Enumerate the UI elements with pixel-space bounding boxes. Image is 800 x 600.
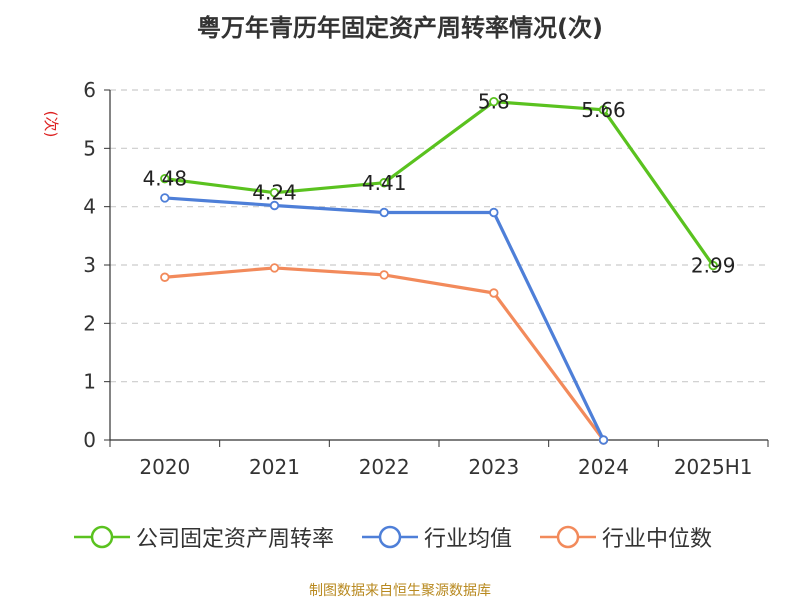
x-tick-label: 2023 [468, 455, 519, 479]
data-label: 5.8 [478, 90, 510, 114]
y-tick-label: 1 [83, 370, 96, 394]
data-point [269, 187, 280, 198]
y-tick-label: 5 [83, 136, 96, 160]
data-point [708, 260, 718, 271]
legend-line-marker-icon [74, 525, 130, 549]
data-point [598, 435, 609, 445]
data-point [379, 207, 389, 218]
legend-label-company: 公司固定资产周转率 [136, 527, 335, 552]
legend: 公司固定资产周转率 行业均值 行业中位数 [74, 520, 740, 554]
series-line [164, 266, 605, 441]
data-point [269, 263, 280, 273]
x-tick-label: 2025H1 [674, 455, 753, 479]
data-label: 2.99 [691, 254, 736, 278]
grid-layer [110, 89, 768, 383]
y-tick-label: 3 [83, 253, 96, 277]
data-point [598, 105, 609, 115]
data-point [379, 178, 389, 188]
data-point [160, 272, 170, 282]
data-point [269, 200, 280, 211]
legend-label-industry-median: 行业中位数 [602, 527, 713, 552]
y-axis-label: (次) [42, 111, 60, 138]
data-point [379, 270, 389, 280]
legend-line-marker-icon [540, 525, 597, 549]
y-tick-label: 6 [83, 78, 96, 102]
y-tick-label: 4 [83, 195, 96, 219]
data-point [160, 173, 170, 184]
chart-title: 粤万年青历年固定资产周转率情况(次) [197, 14, 603, 42]
series-layer [160, 96, 718, 445]
legend-line-marker-icon [362, 525, 419, 549]
label-layer: 4.48 4.24 4.41 5.8 5.66 2.99 [143, 90, 736, 278]
data-point [489, 207, 499, 218]
data-point [489, 288, 499, 298]
data-label: 4.41 [362, 171, 407, 195]
data-point [489, 96, 499, 107]
legend-item-industry-mean[interactable]: 行业均值 [362, 520, 512, 554]
x-tick-label: 2022 [359, 455, 410, 479]
x-tick-label: 2021 [249, 455, 300, 479]
data-label: 5.66 [581, 98, 626, 122]
source-note: 制图数据来自恒生聚源数据库 [309, 583, 491, 599]
legend-item-company[interactable]: 公司固定资产周转率 [74, 520, 334, 554]
legend-label-industry-mean: 行业均值 [424, 527, 513, 552]
series-line [164, 100, 715, 267]
axis-layer: 0 1 2 3 4 5 6 2020 2021 2022 2023 2024 2025H1 [83, 78, 769, 479]
x-tick-label: 2020 [139, 455, 190, 479]
y-tick-label: 2 [83, 311, 96, 335]
series-line [164, 196, 605, 441]
data-label: 4.24 [252, 181, 297, 205]
y-tick-label: 0 [83, 428, 96, 452]
legend-item-industry-median[interactable]: 行业中位数 [540, 520, 712, 554]
data-point [160, 193, 170, 203]
x-tick-label: 2024 [578, 455, 629, 479]
data-label: 4.48 [143, 167, 188, 191]
